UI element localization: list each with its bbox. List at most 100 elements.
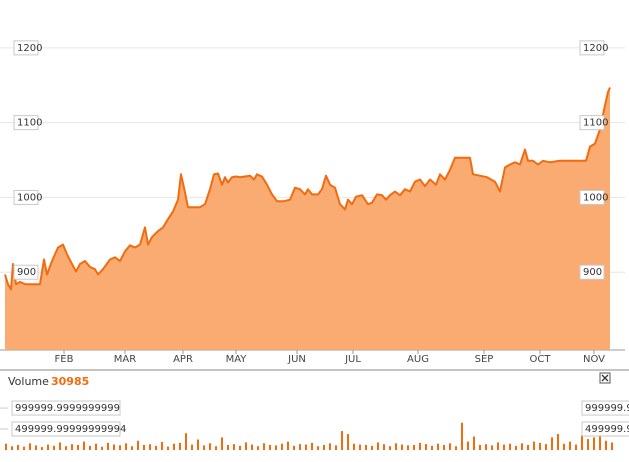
volume-bar (185, 433, 187, 450)
volume-bar (425, 444, 427, 450)
volume-bar (59, 442, 61, 450)
volume-bar (203, 445, 205, 450)
close-icon[interactable] (601, 374, 609, 382)
y-tick-label: 499999.99999999994 (15, 424, 126, 435)
volume-bar (467, 441, 469, 450)
volume-bar (71, 444, 73, 450)
volume-bar (179, 442, 181, 450)
volume-bar (575, 444, 577, 450)
y-tick-label: 1200 (583, 43, 608, 54)
volume-bar (395, 443, 397, 450)
volume-bar (461, 422, 463, 450)
volume-bar (17, 444, 19, 450)
y-tick-label: 900 (17, 267, 36, 278)
volume-bar (353, 443, 355, 450)
volume-bar (449, 443, 451, 450)
volume-title: Volume (8, 375, 49, 388)
volume-bar (209, 443, 211, 450)
y-tick-label: 1100 (583, 118, 608, 129)
y-tick-box (13, 189, 39, 205)
volume-bar (593, 437, 595, 450)
volume-bar (509, 443, 511, 450)
volume-bar (257, 446, 259, 450)
y-tick-label: 1000 (17, 192, 42, 203)
volume-bar (161, 442, 163, 450)
volume-bar (251, 444, 253, 450)
volume-bar (47, 444, 49, 450)
volume-bar (23, 446, 25, 450)
y-tick-label: 499999.99999999994 (585, 424, 629, 435)
volume-bar (233, 444, 235, 450)
volume-bar (275, 445, 277, 450)
volume-bar (599, 433, 601, 450)
volume-bar (197, 439, 199, 450)
volume-bar (473, 436, 475, 450)
x-tick-label: AUG (407, 354, 429, 365)
volume-bar (149, 444, 151, 450)
volume-bar (137, 440, 139, 450)
volume-bar (107, 442, 109, 450)
volume-bar (131, 446, 133, 450)
volume-bar (491, 445, 493, 450)
volume-bar (383, 444, 385, 450)
volume-bar (299, 444, 301, 450)
volume-bar (11, 446, 13, 450)
x-tick-label: NOV (583, 354, 605, 365)
y-tick-label: 1000 (583, 192, 608, 203)
volume-bar (173, 443, 175, 450)
y-tick-box (579, 264, 605, 280)
volume-bar (545, 444, 547, 450)
volume-bar (401, 444, 403, 450)
y-tick-label: 900 (583, 267, 602, 278)
area-fill (5, 87, 610, 350)
close-button[interactable] (599, 372, 611, 384)
x-tick-label: OCT (530, 354, 552, 365)
y-tick-label: 1100 (17, 118, 42, 129)
volume-bar (53, 445, 55, 450)
volume-bar (497, 442, 499, 450)
volume-bar (521, 443, 523, 450)
volume-bar (227, 444, 229, 450)
volume-bar (539, 442, 541, 450)
volume-bar (587, 439, 589, 450)
volume-bar (95, 443, 97, 450)
y-tick-box (579, 40, 605, 56)
volume-bar (479, 444, 481, 450)
volume-bar (65, 446, 67, 450)
volume-bar (569, 441, 571, 450)
volume-bar (551, 437, 553, 450)
volume-bar (293, 445, 295, 450)
volume-bar (287, 441, 289, 450)
y-tick-box (579, 115, 605, 131)
volume-bar (167, 446, 169, 450)
volume-bar (341, 431, 343, 450)
volume-bar (371, 445, 373, 450)
volume-bar (419, 442, 421, 450)
volume-bar (611, 442, 613, 450)
volume-bar (365, 444, 367, 450)
volume-bar (503, 444, 505, 450)
volume-bar (101, 446, 103, 450)
volume-bar (41, 447, 43, 450)
volume-bar (413, 444, 415, 450)
volume-bar (263, 443, 265, 450)
volume-bar (155, 445, 157, 450)
y-tick-label: 999999.9999999999 (585, 403, 629, 414)
volume-bar (83, 441, 85, 450)
volume-bar (29, 443, 31, 450)
y-tick-box (13, 115, 39, 131)
x-tick-label: JUL (344, 354, 361, 365)
volume-bar (563, 443, 565, 450)
y-tick-box (11, 400, 121, 416)
volume-bar (77, 444, 79, 450)
volume-bar (5, 443, 7, 450)
price-line (4, 87, 611, 291)
volume-bar (119, 445, 121, 450)
volume-bar (89, 445, 91, 450)
x-tick-label: MAY (226, 354, 248, 365)
volume-bar (329, 443, 331, 450)
volume-bar (515, 445, 517, 450)
volume-bar (191, 444, 193, 450)
volume-bar (581, 435, 583, 450)
volume-bar (485, 444, 487, 450)
